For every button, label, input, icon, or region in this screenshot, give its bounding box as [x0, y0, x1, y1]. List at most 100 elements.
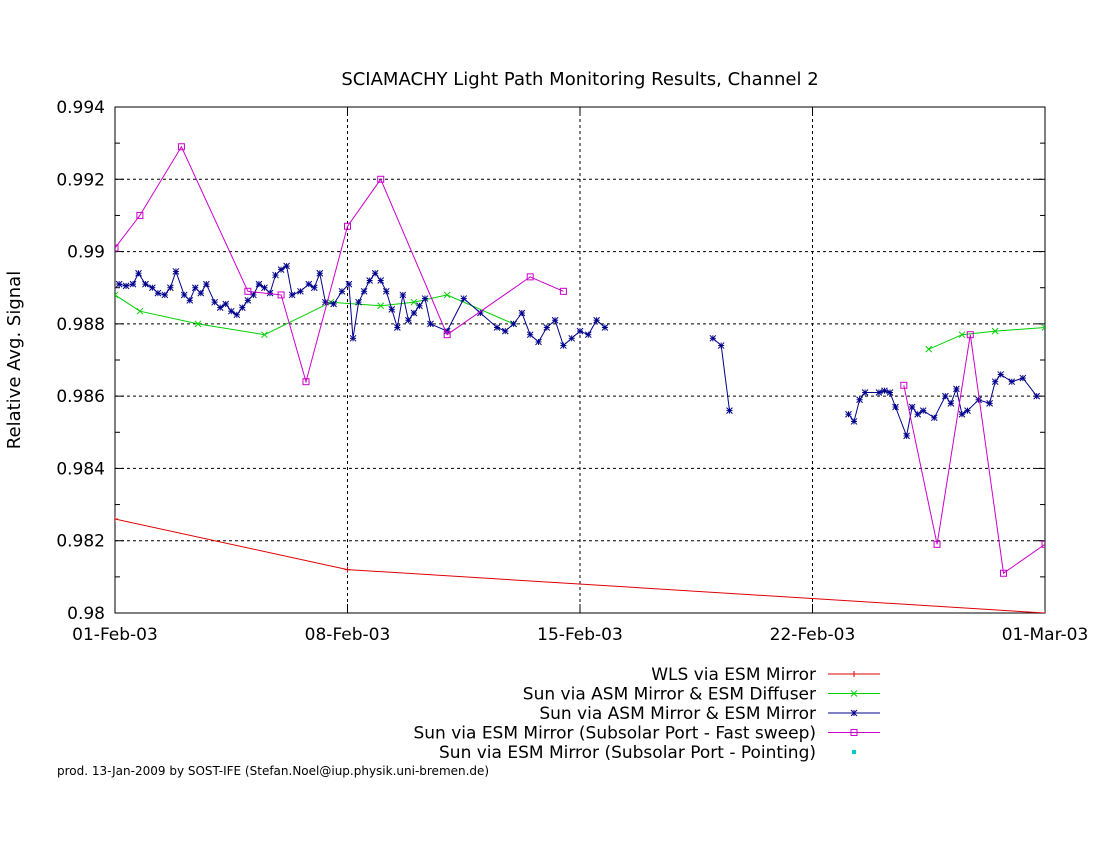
- data-point: [338, 287, 346, 295]
- y-tick-label: 0.992: [56, 170, 105, 190]
- data-point: [371, 269, 379, 277]
- series-1: [115, 516, 1045, 613]
- data-point: [958, 410, 966, 418]
- series-line: [903, 334, 1045, 575]
- y-tick-label: 0.988: [56, 315, 105, 335]
- data-point: [543, 324, 551, 331]
- data-point: [845, 410, 852, 418]
- series-group: [115, 143, 1045, 613]
- data-point: [211, 298, 218, 306]
- legend-entry: WLS via ESM Mirror: [651, 665, 880, 685]
- series-line: [712, 337, 730, 411]
- legend-label: WLS via ESM Mirror: [651, 665, 816, 685]
- data-point: [388, 306, 396, 313]
- data-point: [115, 280, 123, 288]
- series-3: [115, 262, 1041, 440]
- data-point: [135, 269, 142, 277]
- legend-entry: Sun via ESM Mirror (Subsolar Port - Fast…: [413, 724, 880, 744]
- data-point: [559, 287, 567, 295]
- legend-swatch-marker: [852, 750, 856, 754]
- legend-entry: Sun via ESM Mirror (Subsolar Port - Poin…: [439, 743, 856, 763]
- data-point: [900, 381, 908, 389]
- x-tick-label: 15-Feb-03: [537, 625, 623, 645]
- production-credit: prod. 13-Jan-2009 by SOST-IFE (Stefan.No…: [57, 764, 490, 778]
- data-point: [330, 300, 338, 308]
- data-point: [535, 338, 542, 346]
- y-tick-label: 0.982: [56, 532, 105, 552]
- data-point: [997, 371, 1005, 378]
- data-point: [180, 291, 188, 299]
- data-point: [172, 268, 180, 275]
- data-point: [551, 316, 559, 324]
- legend-entry: Sun via ASM Mirror & ESM Mirror: [539, 704, 880, 724]
- data-point: [261, 284, 268, 292]
- data-point: [227, 307, 235, 315]
- data-point: [186, 297, 194, 304]
- data-point: [933, 540, 941, 548]
- data-point: [129, 280, 137, 288]
- series-line: [115, 145, 564, 384]
- data-point: [1042, 610, 1045, 613]
- data-point: [405, 316, 412, 324]
- data-point: [919, 407, 927, 414]
- data-point: [355, 298, 362, 306]
- data-point: [244, 287, 252, 295]
- data-point: [399, 291, 407, 299]
- data-point: [115, 291, 119, 299]
- data-point: [947, 400, 955, 407]
- series-line: [119, 265, 606, 347]
- x-tick-label: 08-Feb-03: [305, 625, 391, 645]
- data-point: [892, 403, 899, 411]
- data-point: [410, 309, 418, 317]
- data-point: [942, 392, 949, 400]
- data-point: [255, 280, 263, 288]
- data-point: [881, 387, 888, 395]
- data-point: [986, 400, 993, 407]
- data-point: [344, 222, 351, 230]
- data-point: [382, 287, 390, 295]
- data-point: [443, 331, 451, 339]
- data-point: [510, 320, 517, 328]
- data-point: [222, 300, 230, 308]
- legend-swatch-marker: [851, 671, 857, 677]
- data-point: [601, 324, 609, 331]
- data-point: [136, 307, 144, 315]
- data-point: [149, 284, 156, 292]
- data-point: [914, 410, 922, 418]
- axis-ticks: 0.98 0.982 0.984 0.986 0.988 0.99 0.992 0.994 01…: [56, 98, 1088, 645]
- legend-swatch-marker: [850, 729, 858, 736]
- data-point: [277, 266, 285, 273]
- series-line: [848, 373, 1038, 438]
- data-point: [930, 414, 938, 422]
- data-point: [272, 271, 279, 279]
- series-4: [115, 143, 1045, 577]
- data-point: [167, 284, 174, 292]
- data-point: [154, 289, 162, 297]
- x-tick-label: 01-Feb-03: [72, 625, 158, 645]
- data-point: [717, 342, 725, 349]
- data-point: [202, 280, 210, 288]
- legend-entry: Sun via ASM Mirror & ESM Diffuser: [523, 685, 880, 705]
- data-point: [518, 309, 526, 317]
- data-point: [377, 277, 385, 284]
- y-tick-label: 0.986: [56, 387, 105, 407]
- data-point: [925, 345, 933, 353]
- data-point: [966, 331, 974, 339]
- data-point: [366, 277, 373, 284]
- data-point: [501, 327, 509, 335]
- legend-swatch-marker: [850, 709, 858, 717]
- data-point: [953, 385, 960, 393]
- data-point: [142, 280, 149, 288]
- data-point: [964, 407, 971, 414]
- data-point: [1041, 324, 1045, 331]
- data-point: [177, 143, 185, 151]
- data-point: [593, 316, 600, 324]
- data-point: [443, 291, 451, 299]
- data-point: [726, 407, 733, 414]
- data-point: [1041, 540, 1045, 548]
- data-point: [493, 324, 501, 331]
- data-point: [297, 287, 304, 295]
- data-point: [875, 389, 883, 396]
